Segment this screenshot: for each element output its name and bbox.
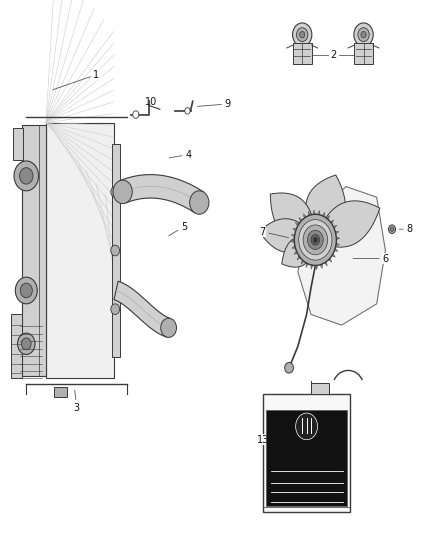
Polygon shape xyxy=(294,251,297,254)
Text: 1: 1 xyxy=(53,70,99,90)
Polygon shape xyxy=(328,258,332,262)
Circle shape xyxy=(389,225,396,233)
Text: 4: 4 xyxy=(169,150,191,159)
Polygon shape xyxy=(306,175,346,240)
Polygon shape xyxy=(315,201,380,247)
Bar xyxy=(54,387,67,397)
Polygon shape xyxy=(306,263,308,268)
Polygon shape xyxy=(327,215,329,220)
Polygon shape xyxy=(311,265,313,269)
Polygon shape xyxy=(299,217,302,222)
Circle shape xyxy=(185,108,190,114)
Circle shape xyxy=(294,214,336,265)
Circle shape xyxy=(161,318,177,337)
Bar xyxy=(311,383,328,394)
Bar xyxy=(11,314,22,378)
Circle shape xyxy=(361,31,366,38)
Polygon shape xyxy=(322,212,325,217)
Circle shape xyxy=(311,235,320,245)
Polygon shape xyxy=(320,264,322,269)
Polygon shape xyxy=(295,223,299,226)
Polygon shape xyxy=(318,211,320,215)
Text: 5: 5 xyxy=(169,222,187,236)
Polygon shape xyxy=(335,231,339,234)
Bar xyxy=(266,410,347,506)
Text: 13: 13 xyxy=(257,435,274,445)
Bar xyxy=(263,394,350,512)
Text: 6: 6 xyxy=(353,254,389,263)
Circle shape xyxy=(358,28,369,42)
Polygon shape xyxy=(330,220,334,224)
Circle shape xyxy=(111,187,120,197)
Polygon shape xyxy=(292,246,296,248)
Bar xyxy=(22,125,46,376)
Circle shape xyxy=(20,168,33,184)
Circle shape xyxy=(293,23,312,46)
Polygon shape xyxy=(304,214,306,218)
Circle shape xyxy=(20,283,32,298)
Polygon shape xyxy=(308,211,311,216)
Text: 10: 10 xyxy=(145,98,157,107)
Polygon shape xyxy=(336,243,339,246)
Polygon shape xyxy=(291,234,295,237)
Circle shape xyxy=(15,277,37,304)
Polygon shape xyxy=(282,237,315,267)
Circle shape xyxy=(303,225,328,255)
Circle shape xyxy=(111,245,120,256)
Circle shape xyxy=(21,338,31,350)
Polygon shape xyxy=(298,187,385,325)
Polygon shape xyxy=(291,240,294,243)
Circle shape xyxy=(390,227,394,231)
Circle shape xyxy=(113,180,132,204)
Text: 9: 9 xyxy=(198,99,231,109)
Polygon shape xyxy=(333,225,337,229)
Circle shape xyxy=(296,413,318,440)
Circle shape xyxy=(354,23,373,46)
Circle shape xyxy=(285,362,293,373)
Polygon shape xyxy=(315,265,318,270)
Text: 7: 7 xyxy=(260,227,289,238)
Circle shape xyxy=(300,31,305,38)
Bar xyxy=(293,43,312,64)
Circle shape xyxy=(18,333,35,354)
Polygon shape xyxy=(301,260,304,264)
Circle shape xyxy=(307,230,323,249)
Circle shape xyxy=(297,28,308,42)
Bar xyxy=(354,43,373,64)
Circle shape xyxy=(299,220,332,260)
Polygon shape xyxy=(293,229,297,231)
Polygon shape xyxy=(259,219,315,253)
Circle shape xyxy=(14,161,39,191)
Polygon shape xyxy=(313,210,315,214)
Bar xyxy=(13,128,23,160)
Polygon shape xyxy=(325,262,327,266)
Text: 8: 8 xyxy=(399,224,413,234)
Polygon shape xyxy=(332,254,336,257)
Bar xyxy=(112,144,120,357)
Polygon shape xyxy=(297,256,300,260)
Circle shape xyxy=(313,237,318,243)
Polygon shape xyxy=(114,281,171,337)
Circle shape xyxy=(133,111,139,118)
Polygon shape xyxy=(120,175,204,213)
Polygon shape xyxy=(334,248,338,251)
Text: 2: 2 xyxy=(331,50,337,60)
Polygon shape xyxy=(336,237,340,240)
Polygon shape xyxy=(270,193,315,241)
Bar xyxy=(46,123,114,378)
Circle shape xyxy=(111,304,120,314)
Circle shape xyxy=(190,191,209,214)
Text: 3: 3 xyxy=(74,390,80,413)
